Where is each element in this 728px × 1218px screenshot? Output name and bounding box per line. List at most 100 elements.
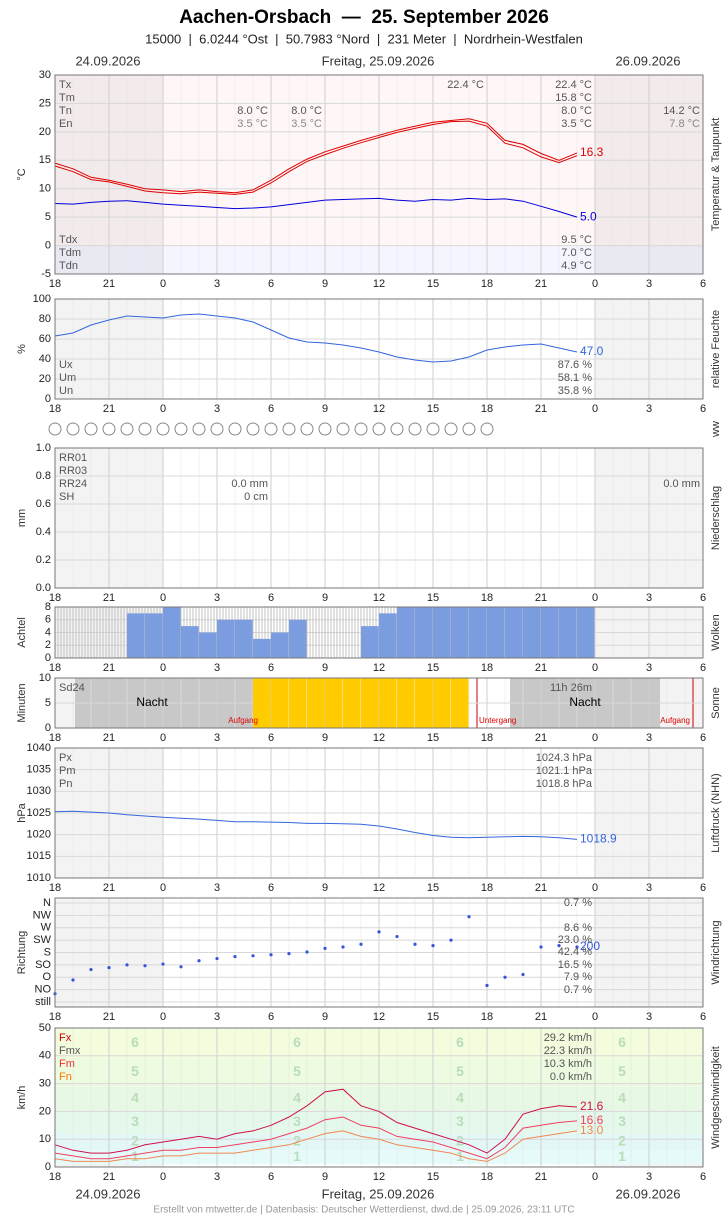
panel: 18 21 0 3 6 9 12 15 18 21 0 3 6 0 5 10 Minuten Sonne Sd24 N… [16,672,722,744]
stat-label: Fmx [59,1045,81,1057]
point [215,956,219,961]
x-tick-label: 3 [646,278,652,290]
x-tick-label: 0 [592,403,598,415]
stat-label: SH [59,491,74,503]
stat-value: 9.5 °C [561,234,592,246]
bar [577,607,595,658]
x-tick-label: 15 [427,592,439,604]
stat-value: 0.0 km/h [550,1071,592,1083]
x-tick-label: 3 [646,1011,652,1023]
y-axis-label: Minuten [16,683,28,722]
bar [271,678,289,728]
bar [361,678,379,728]
bar [181,626,199,658]
end-label: 200 [580,939,600,953]
side-label: Sonne [710,687,722,719]
y-tick-label: 0 [45,393,51,405]
series-line [54,810,578,840]
x-tick-label: 15 [427,662,439,674]
bar [433,678,451,728]
side-label: relative Feuchte [710,310,722,388]
x-tick-label: 21 [103,1011,115,1023]
footer: Erstellt von mtwetter.de | Datenbasis: D… [153,1205,574,1216]
beaufort-label: 5 [618,1063,626,1079]
y-tick-label: 15 [39,154,51,166]
y-axis-label: °C [16,168,28,180]
ww-symbol [264,422,278,436]
end-label: 16.3 [580,145,604,159]
x-tick-label: 0 [592,592,598,604]
ww-symbol [66,422,80,436]
note: 3.5 °C [237,118,268,130]
series-line [54,120,578,195]
stat-label: RR24 [59,478,87,490]
y-tick-label: O [42,971,51,983]
note: 23.0 % [558,934,592,946]
date-center: Freitag, 25.09.2026 [322,53,435,68]
stat-label: Um [59,372,76,384]
y-tick-label: 10 [39,183,51,195]
x-tick-label: 6 [268,1171,274,1183]
beaufort-label: 6 [456,1034,464,1050]
y-tick-label: 25 [39,97,51,109]
x-tick-label: 0 [160,732,166,744]
stat-label: Pn [59,778,72,790]
x-tick-label: 6 [700,1171,706,1183]
x-tick-label: 21 [535,592,547,604]
bar [199,632,217,658]
bar [235,619,253,658]
x-tick-label: 18 [49,592,61,604]
point [89,967,93,972]
y-axis-label: Richtung [16,931,28,974]
x-tick-label: 3 [214,1171,220,1183]
x-tick-label: 9 [322,732,328,744]
x-tick-label: 21 [103,882,115,894]
x-tick-label: 0 [160,882,166,894]
x-tick-label: 18 [481,592,493,604]
y-tick-label: 20 [39,373,51,385]
beaufort-label: 2 [293,1133,301,1149]
point [431,944,435,948]
y-tick-label: 2 [45,639,51,651]
beaufort-label: 5 [293,1063,301,1079]
y-tick-label: 0.0 [36,582,51,594]
bar [433,607,451,658]
bar [361,626,379,658]
note: 0.0 mm [663,478,700,490]
bar [289,619,307,658]
panel-frame [54,747,704,879]
stat-label: Ux [59,359,73,371]
stat-value: 58.1 % [558,372,592,384]
beaufort-label: 3 [131,1113,139,1129]
point [359,942,363,946]
side-label: Wolken [710,614,722,650]
point [143,964,147,968]
note: 42.4 % [558,946,592,958]
note: Nacht [569,695,601,709]
x-tick-label: 15 [427,882,439,894]
point [179,965,183,969]
y-tick-label: 80 [39,313,51,325]
x-tick-label: 15 [427,732,439,744]
stat-value: 3.5 °C [561,118,592,130]
beaufort-label: 6 [131,1034,139,1050]
x-tick-label: 9 [322,403,328,415]
y-tick-label: 1015 [27,850,51,862]
x-tick-label: 18 [481,882,493,894]
x-tick-label: 18 [481,403,493,415]
note: 3.5 °C [291,118,322,130]
x-tick-label: 12 [373,882,385,894]
y-tick-label: 20 [39,126,51,138]
end-label: 13.0 [580,1123,604,1137]
x-tick-label: 6 [700,592,706,604]
point [233,955,237,959]
x-tick-label: 6 [268,403,274,415]
stat-value: 15.8 °C [555,92,592,104]
y-tick-label: 10 [39,1133,51,1145]
x-tick-label: 6 [268,732,274,744]
point [287,952,291,956]
y-axis-label: hPa [16,802,28,822]
panel: 18 21 0 3 6 9 12 15 18 21 0 3 6 0.0 0.2 0.4 0.6 0.8 1.0 mm N… [16,442,722,604]
y-tick-label: 1010 [27,872,51,884]
